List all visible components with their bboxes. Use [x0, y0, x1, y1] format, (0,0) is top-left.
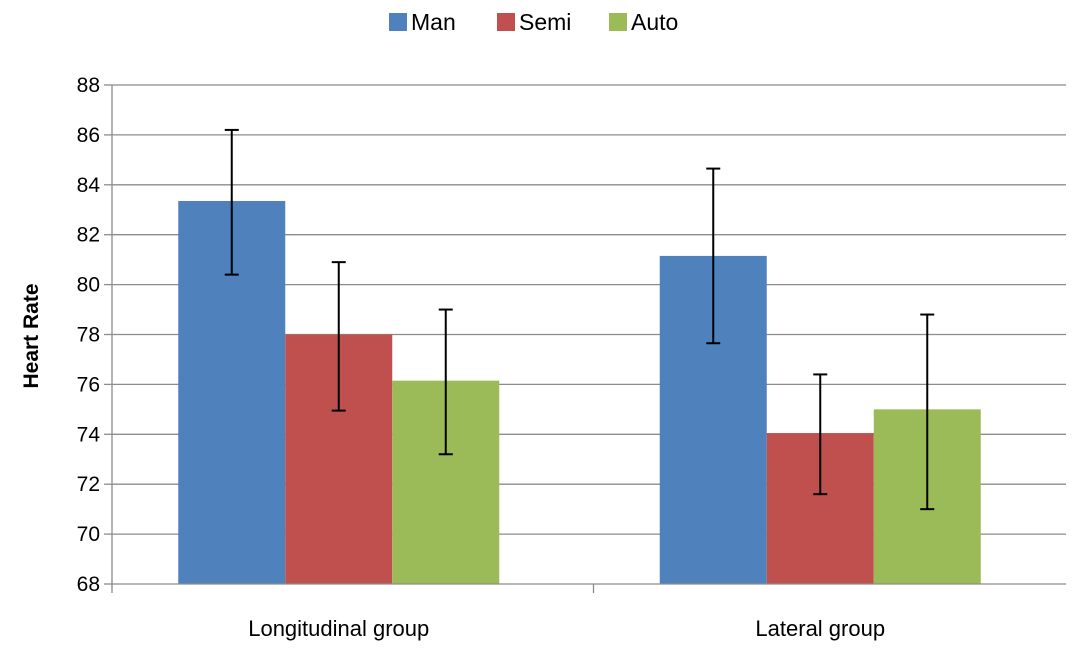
- legend-label: Semi: [519, 9, 571, 35]
- x-category-label: Lateral group: [755, 616, 885, 641]
- legend-swatch: [389, 13, 407, 31]
- legend-swatch: [609, 13, 627, 31]
- y-tick-label: 70: [77, 523, 100, 546]
- legend-item-man: Man: [389, 9, 456, 35]
- error-bar-man-0: [224, 128, 239, 276]
- legend: Man Semi Auto: [389, 9, 678, 35]
- error-bar-man-1: [706, 167, 721, 345]
- y-tick-label: 76: [77, 373, 100, 396]
- y-tick-label: 74: [77, 423, 101, 446]
- legend-label: Man: [411, 9, 456, 35]
- x-category-labels: Longitudinal group Lateral group: [248, 616, 885, 641]
- error-bar-semi-0: [331, 261, 346, 412]
- y-tick-label: 68: [77, 573, 100, 596]
- error-bar-semi-1: [813, 373, 828, 496]
- y-tick-label: 84: [77, 174, 101, 197]
- y-tick-label: 72: [77, 473, 100, 496]
- error-bars: [224, 128, 935, 511]
- error-bar-auto-1: [920, 313, 935, 511]
- y-axis-label: Heart Rate: [20, 283, 43, 388]
- error-bar-auto-0: [438, 308, 453, 456]
- axes: [111, 85, 1066, 593]
- legend-item-auto: Auto: [609, 9, 678, 35]
- y-tick-label: 88: [77, 74, 100, 97]
- y-tick-label: 86: [77, 124, 100, 147]
- y-tick-label: 78: [77, 324, 100, 347]
- x-category-label: Longitudinal group: [248, 616, 429, 641]
- legend-label: Auto: [631, 9, 678, 35]
- y-tick-label: 80: [77, 274, 100, 297]
- legend-item-semi: Semi: [497, 9, 571, 35]
- bars: [178, 201, 981, 584]
- y-tick-labels: 68 70 72 74 76 78 80 82 84 86 88: [77, 74, 101, 596]
- legend-swatch: [497, 13, 515, 31]
- y-tick-label: 82: [77, 224, 100, 247]
